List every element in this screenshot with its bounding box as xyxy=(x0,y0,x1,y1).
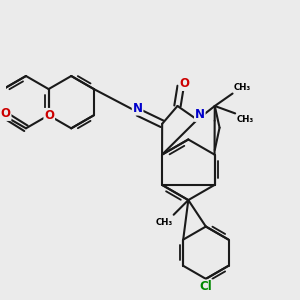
Text: O: O xyxy=(1,107,10,120)
Text: CH₃: CH₃ xyxy=(236,115,254,124)
Text: CH₃: CH₃ xyxy=(234,83,251,92)
Text: O: O xyxy=(44,109,54,122)
Text: CH₃: CH₃ xyxy=(155,218,172,227)
Text: N: N xyxy=(133,102,142,115)
Text: N: N xyxy=(195,108,205,121)
Text: Cl: Cl xyxy=(200,280,212,293)
Text: O: O xyxy=(179,77,190,90)
